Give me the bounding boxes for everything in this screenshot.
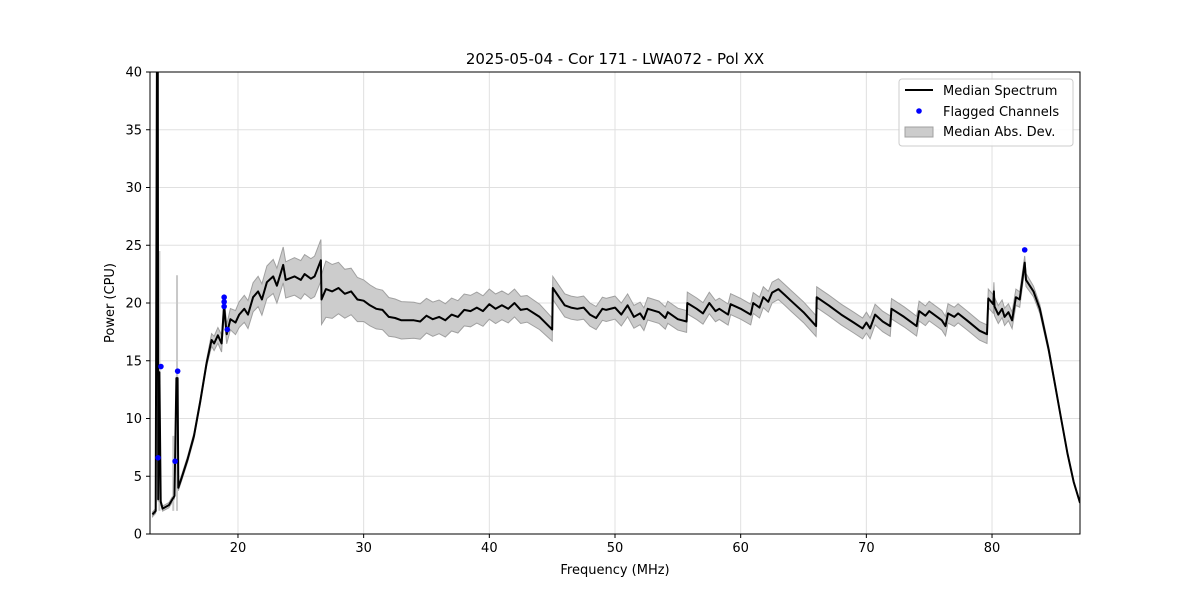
flagged-channel-point — [224, 326, 231, 333]
median-spectrum-line — [151, 72, 1080, 516]
y-tick-label: 40 — [125, 66, 142, 81]
y-tick-label: 25 — [125, 239, 142, 254]
x-tick-label: 30 — [355, 541, 372, 556]
flagged-channel-point — [174, 368, 181, 374]
x-tick-label: 60 — [732, 541, 749, 556]
y-tick-label: 30 — [125, 181, 142, 196]
x-tick-label: 50 — [607, 541, 624, 556]
y-tick-label: 10 — [125, 412, 142, 427]
axis-ticks: 20 30 40 50 60 70 80 0 5 10 15 20 25 30 35 40 — [125, 66, 1000, 557]
flagged-channel-point — [221, 303, 227, 310]
legend-mad-patch-icon — [904, 126, 934, 138]
legend: Median Spectrum Flagged Channels Median … — [898, 78, 1074, 147]
chart-title: 2025-05-04 - Cor 171 - LWA072 - Pol XX — [466, 50, 764, 68]
y-tick-label: 35 — [125, 123, 142, 138]
legend-mad-label: Median Abs. Dev. — [943, 125, 1055, 140]
flagged-channel-point — [221, 299, 227, 305]
y-tick-label: 5 — [134, 470, 142, 485]
legend-median-label: Median Spectrum — [943, 84, 1057, 99]
flagged-channel-point — [221, 294, 227, 301]
legend-box — [898, 78, 1074, 147]
legend-flagged-label: Flagged Channels — [943, 105, 1059, 120]
x-tick-label: 70 — [858, 541, 875, 556]
x-tick-label: 80 — [984, 541, 1001, 556]
x-tick-label: 40 — [481, 541, 498, 556]
y-tick-label: 0 — [134, 528, 142, 543]
plot-area — [151, 71, 1081, 518]
legend-flagged-marker-icon — [916, 108, 922, 114]
flagged-channel-point — [155, 454, 161, 461]
y-tick-label: 15 — [125, 354, 142, 369]
flagged-channel-point — [1021, 247, 1028, 253]
flagged-channel-point — [172, 458, 178, 465]
y-tick-label: 20 — [125, 297, 142, 312]
y-axis-label: Power (CPU) — [103, 263, 118, 343]
flagged-channel-point — [158, 363, 164, 370]
x-tick-label: 20 — [230, 541, 247, 556]
x-axis-label: Frequency (MHz) — [560, 563, 669, 578]
